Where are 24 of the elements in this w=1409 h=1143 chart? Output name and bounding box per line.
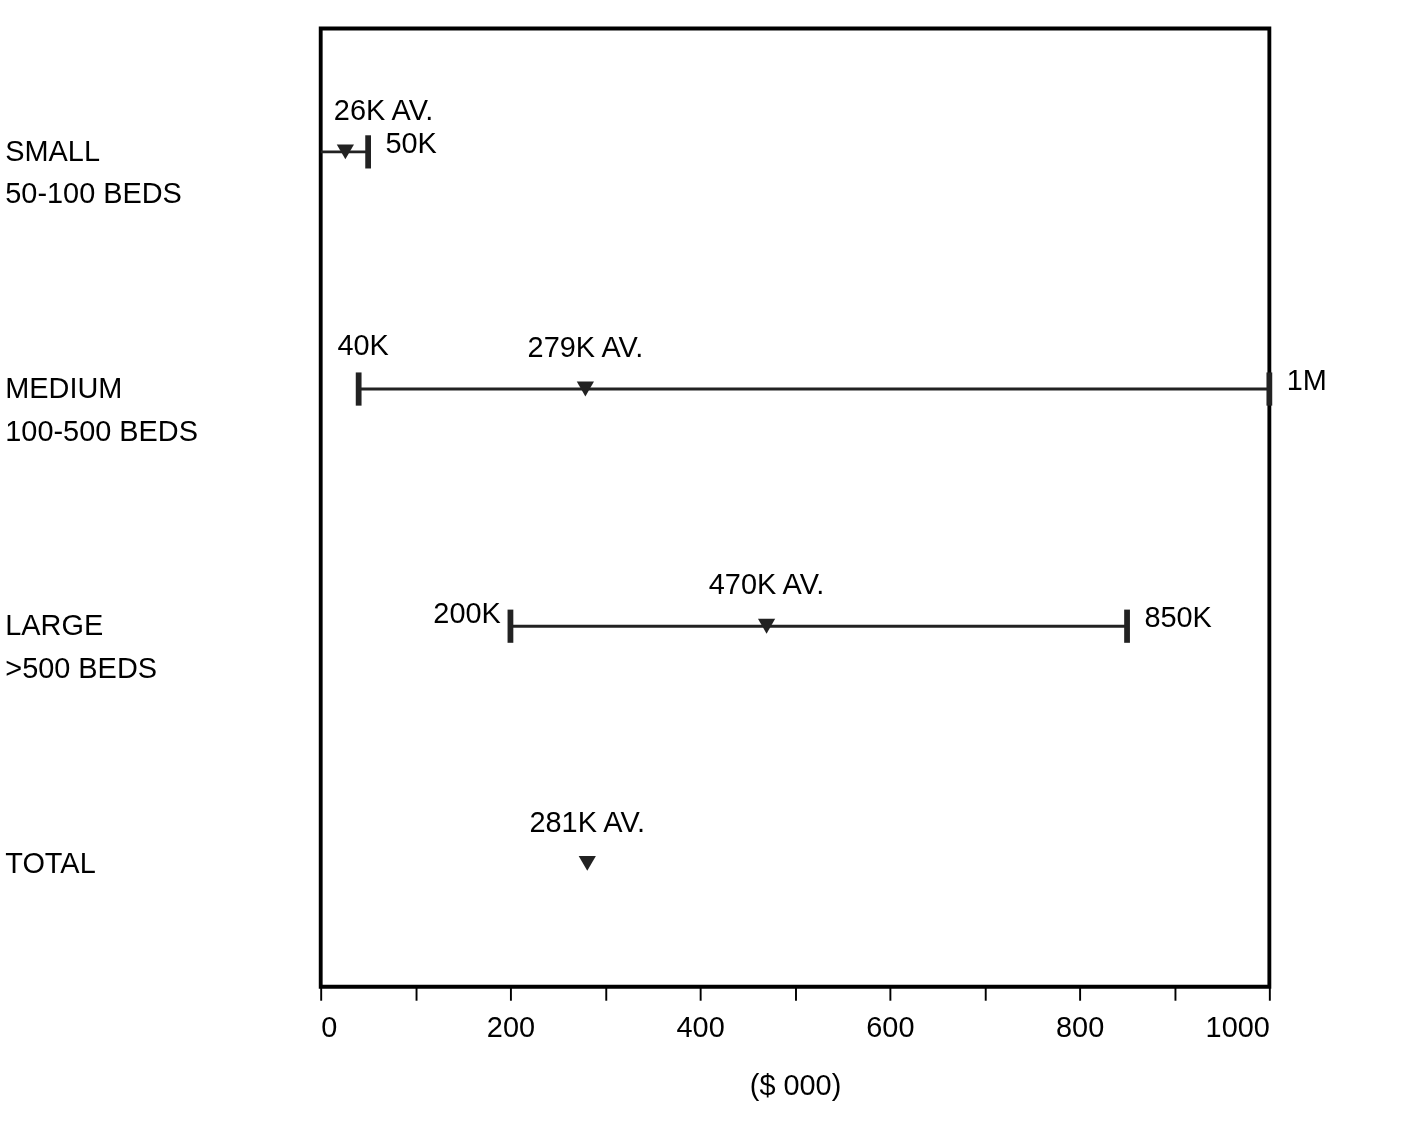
point [578, 855, 596, 871]
x-tick-label: 200 [486, 1011, 536, 1044]
data-label: 279K AV. [527, 331, 644, 364]
x-tick-label: 400 [676, 1011, 725, 1044]
point [757, 618, 776, 634]
annotation: 40K [337, 329, 389, 362]
point [576, 381, 594, 397]
x-tick-label: 1000 [1205, 1011, 1270, 1044]
y-tick-label: SMALL 50-100 BEDS [5, 135, 182, 210]
data-label: 281K AV. [529, 805, 646, 838]
x-tick-label: 600 [866, 1011, 915, 1044]
data-label: 26K AV. [333, 94, 434, 127]
x-tick-label: 0 [321, 1011, 338, 1044]
y-tick-label: TOTAL [5, 846, 96, 879]
x-axis-title: ($ 000) [749, 1069, 842, 1102]
y-tick-label: MEDIUM 100-500 BEDS [5, 372, 198, 447]
annotation: 50K [385, 126, 437, 159]
point [336, 144, 354, 160]
x-tick-label: 800 [1056, 1011, 1105, 1044]
data-label: 470K AV. [708, 568, 825, 601]
text: 1M [1286, 364, 1327, 397]
annotation: 200K [433, 597, 501, 630]
annotation: 850K [1144, 601, 1212, 634]
y-tick-label: LARGE >500 BEDS [5, 609, 157, 684]
